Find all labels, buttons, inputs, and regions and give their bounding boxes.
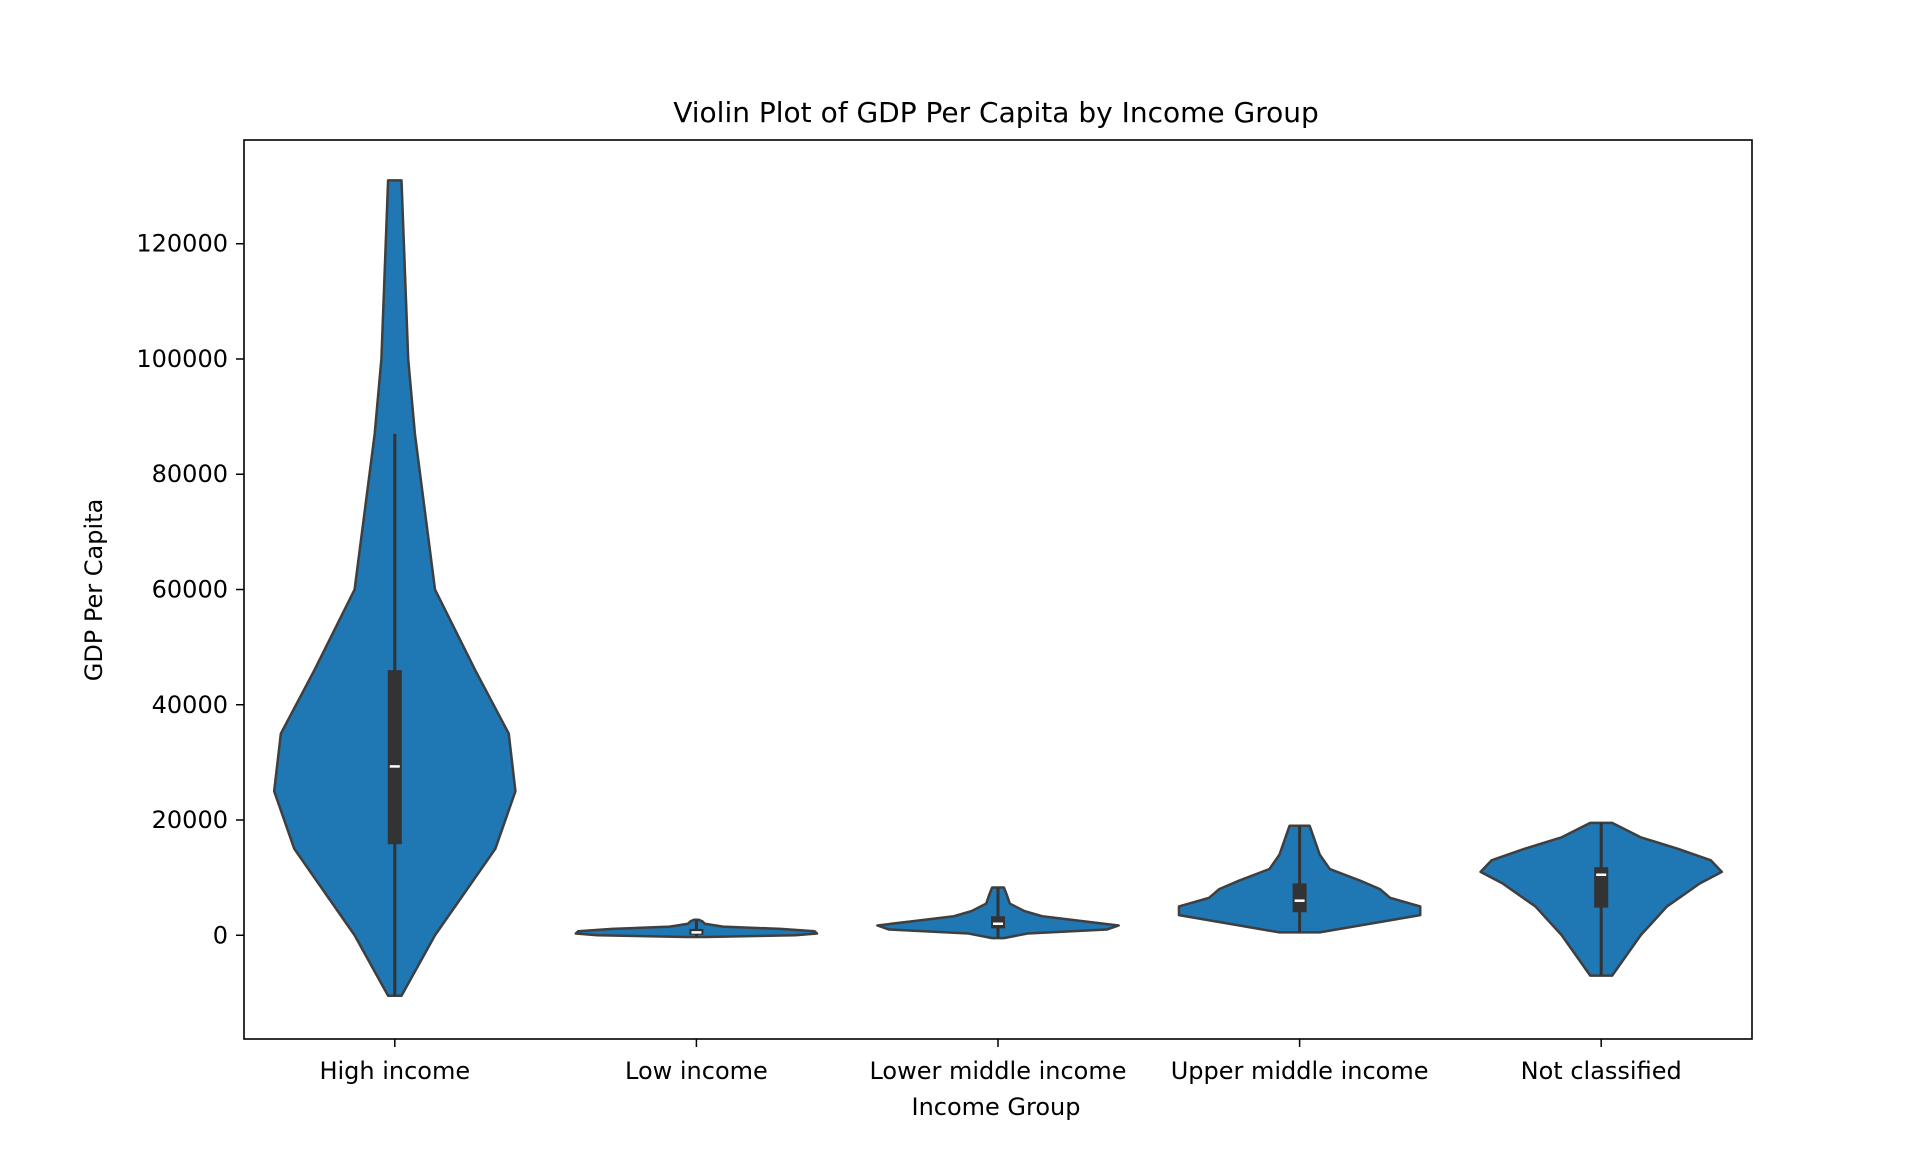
x-tick-label: Low income — [625, 1057, 768, 1085]
x-tick-label: Lower middle income — [869, 1057, 1126, 1085]
y-tick-label: 120000 — [136, 230, 228, 258]
x-tick-label: Not classified — [1521, 1057, 1682, 1085]
x-axis: High income Low income Lower middle income… — [319, 1039, 1682, 1085]
y-tick-label: 60000 — [152, 576, 228, 604]
x-tick-label: High income — [319, 1057, 470, 1085]
y-tick-label: 100000 — [136, 345, 228, 373]
x-axis-label: Income Group — [911, 1093, 1080, 1121]
y-tick-label: 40000 — [152, 691, 228, 719]
chart-title: Violin Plot of GDP Per Capita by Income … — [673, 96, 1319, 129]
violin-iqr-box — [1594, 867, 1609, 908]
violin-group — [272, 179, 1724, 998]
violin-iqr-box — [387, 670, 402, 845]
y-axis-label: GDP Per Capita — [80, 499, 108, 682]
violin-iqr-box — [1292, 883, 1307, 913]
x-tick-label: Upper middle income — [1171, 1057, 1429, 1085]
y-tick-label: 20000 — [152, 806, 228, 834]
violin-iqr-box — [991, 916, 1005, 929]
y-tick-label: 80000 — [152, 460, 228, 488]
y-tick-label: 0 — [213, 921, 228, 949]
y-axis: 0 20000 40000 60000 80000 100000 120000 — [136, 230, 244, 949]
